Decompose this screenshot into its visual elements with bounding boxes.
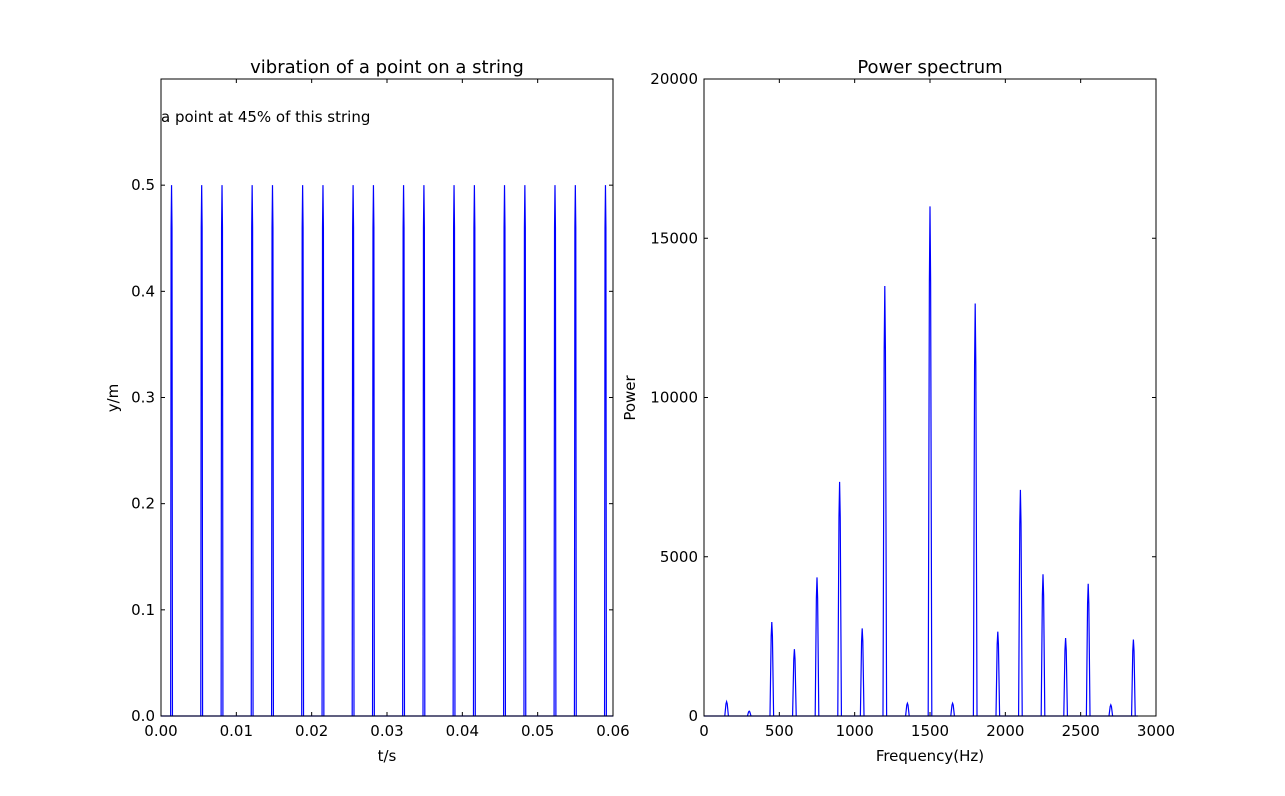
vibration-y-axis-label: y/m xyxy=(104,384,122,413)
vibration-pulse xyxy=(402,185,406,717)
vibration-y-tick-label: 0.5 xyxy=(131,176,155,194)
power-spectrum-title: Power spectrum xyxy=(857,57,1002,78)
spectrum-x-tick-label: 1000 xyxy=(836,722,874,740)
spectrum-peak xyxy=(995,631,1001,717)
vibration-y-tick-label: 0.0 xyxy=(131,707,155,725)
vibration-pulse xyxy=(321,185,325,717)
power-spectrum-axes-frame xyxy=(703,78,1157,717)
vibration-x-tick-label: 0.06 xyxy=(596,722,629,740)
power-spectrum-subplot: Power spectrum Frequency(Hz) Power 0 500 1… xyxy=(621,57,1175,765)
spectrum-peak xyxy=(1040,574,1046,717)
spectrum-y-tick-label: 15000 xyxy=(650,229,698,247)
vibration-y-tick-label: 0.3 xyxy=(131,389,155,407)
spectrum-peak xyxy=(837,481,843,717)
spectrum-peak xyxy=(814,577,820,717)
spectrum-peak xyxy=(1085,583,1091,717)
vibration-x-tick-label: 0.05 xyxy=(521,722,554,740)
vibration-x-axis-label: t/s xyxy=(378,747,397,765)
vibration-title: vibration of a point on a string xyxy=(250,57,524,78)
spectrum-peak xyxy=(1063,637,1069,717)
vibration-pulse xyxy=(250,185,254,717)
spectrum-peak xyxy=(927,206,933,717)
spectrum-x-tick-label: 0 xyxy=(699,722,709,740)
spectrum-peak xyxy=(791,649,797,717)
vibration-pulse xyxy=(452,185,456,717)
vibration-x-tick-label: 0.02 xyxy=(295,722,328,740)
vibration-subplot: vibration of a point on a string a point… xyxy=(104,57,630,765)
spectrum-y-tick-label: 5000 xyxy=(660,548,698,566)
vibration-y-tick-label: 0.1 xyxy=(131,601,155,619)
power-spectrum-y-axis-label: Power xyxy=(621,374,639,420)
vibration-pulse xyxy=(503,185,507,717)
spectrum-peak xyxy=(1130,639,1136,717)
spectrum-peak xyxy=(950,701,956,717)
vibration-x-tick-label: 0.00 xyxy=(144,722,177,740)
point-position-annotation: a point at 45% of this string xyxy=(161,108,370,126)
vibration-pulse xyxy=(573,185,577,717)
vibration-pulse xyxy=(472,185,476,717)
spectrum-peak xyxy=(724,699,730,717)
spectrum-peak xyxy=(859,628,865,717)
vibration-pulse xyxy=(603,185,607,717)
spectrum-peak xyxy=(769,622,775,717)
vibration-pulse xyxy=(301,185,305,717)
vibration-pulse xyxy=(422,185,426,717)
vibration-y-tick-label: 0.4 xyxy=(131,282,155,300)
spectrum-x-tick-label: 2500 xyxy=(1062,722,1100,740)
spectrum-peak xyxy=(1108,703,1114,717)
vibration-axes-frame xyxy=(160,78,614,717)
spectrum-x-tick-label: 3000 xyxy=(1137,722,1175,740)
spectrum-x-tick-label: 500 xyxy=(765,722,794,740)
spectrum-y-tick-label: 20000 xyxy=(650,70,698,88)
vibration-x-tick-label: 0.01 xyxy=(220,722,253,740)
spectrum-x-tick-label: 2000 xyxy=(986,722,1024,740)
vibration-y-tick-label: 0.2 xyxy=(131,495,155,513)
vibration-pulse xyxy=(220,185,224,717)
vibration-pulse xyxy=(523,185,527,717)
spectrum-x-tick-label: 1500 xyxy=(911,722,949,740)
vibration-pulse xyxy=(170,185,174,717)
spectrum-peak xyxy=(882,286,888,717)
vibration-pulse xyxy=(553,185,557,717)
power-spectrum-x-axis-label: Frequency(Hz) xyxy=(876,747,984,765)
spectrum-y-tick-label: 10000 xyxy=(650,389,698,407)
vibration-x-tick-label: 0.03 xyxy=(370,722,403,740)
spectrum-y-tick-label: 0 xyxy=(688,707,698,725)
vibration-pulse xyxy=(371,185,375,717)
vibration-pulse xyxy=(200,185,204,717)
vibration-pulse xyxy=(270,185,274,717)
spectrum-peak xyxy=(1017,489,1023,717)
spectrum-peak xyxy=(972,303,978,717)
spectrum-peak xyxy=(746,710,752,717)
vibration-pulse xyxy=(351,185,355,717)
spectrum-peak xyxy=(904,701,910,717)
vibration-x-tick-label: 0.04 xyxy=(446,722,479,740)
